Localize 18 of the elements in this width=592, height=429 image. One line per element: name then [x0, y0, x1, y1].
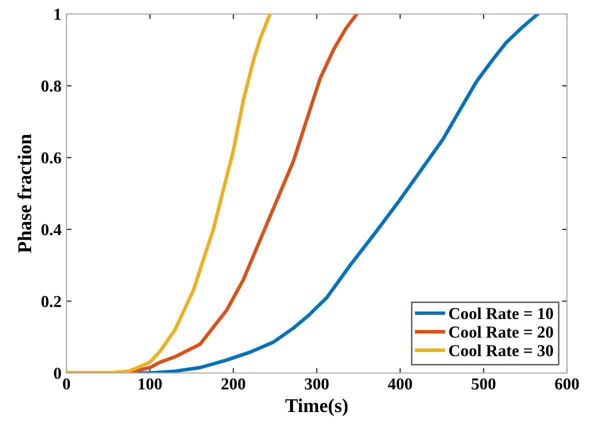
y-tick-label: 0 — [54, 368, 62, 379]
x-tick-label: 600 — [555, 378, 579, 390]
x-tick-label: 0 — [62, 378, 70, 390]
y-tick-label: 0.6 — [41, 152, 62, 164]
y-tick-label: 0.8 — [41, 80, 62, 92]
x-tick-label: 400 — [388, 378, 412, 390]
y-axis-title: Phase fraction — [17, 134, 32, 253]
x-tick-label: 200 — [222, 378, 246, 390]
x-axis-title: Time(s) — [285, 398, 348, 416]
x-tick-label: 100 — [138, 378, 162, 390]
legend-label: Cool Rate = 20 — [449, 326, 554, 338]
x-tick-label: 300 — [304, 378, 329, 390]
legend-label: Cool Rate = 10 — [449, 307, 554, 320]
y-tick-label: 0.4 — [41, 224, 62, 236]
legend-label: Cool Rate = 30 — [449, 344, 554, 356]
y-tick-label: 0.2 — [41, 296, 61, 308]
y-tick-label: 1 — [54, 8, 61, 20]
x-tick-label: 500 — [472, 378, 496, 390]
